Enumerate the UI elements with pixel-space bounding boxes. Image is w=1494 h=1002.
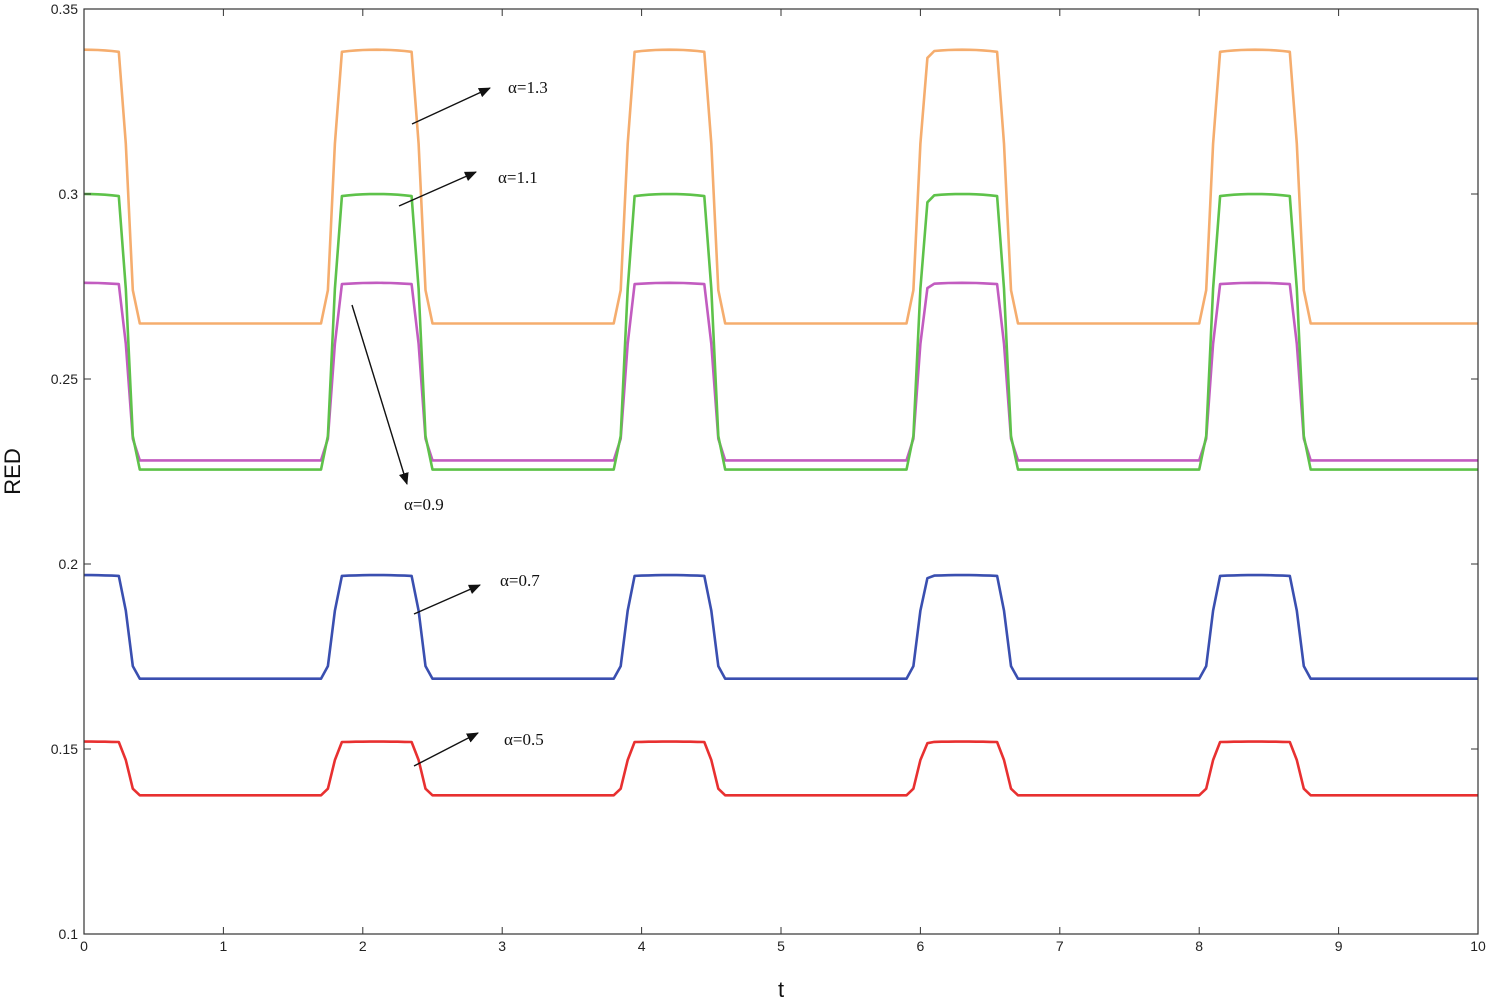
series-line-3 [83, 192, 1478, 471]
x-tick-label: 9 [1335, 938, 1343, 954]
x-tick-label: 7 [1056, 938, 1064, 954]
annotation-arrow [398, 171, 477, 207]
series-line-2 [83, 281, 1478, 462]
x-tick-label: 0 [80, 938, 88, 954]
annotation-arrow [413, 584, 481, 615]
series-label: α=1.1 [498, 168, 538, 187]
x-tick-label: 10 [1470, 938, 1486, 954]
x-tick-label: 8 [1195, 938, 1203, 954]
y-tick-label: 0.35 [51, 1, 78, 17]
x-axis-title: t [778, 977, 784, 1002]
x-tick-label: 3 [498, 938, 506, 954]
series-label: α=0.7 [500, 571, 540, 590]
annotation-arrow [411, 87, 491, 125]
series-line-1 [84, 573, 1478, 681]
y-tick-label: 0.25 [51, 371, 78, 387]
x-tick-label: 6 [917, 938, 925, 954]
y-tick-label: 0.15 [51, 741, 78, 757]
series-layer [83, 48, 1478, 797]
annotation-arrow [351, 304, 409, 485]
annotation-arrow [413, 732, 479, 767]
series-line-4 [83, 48, 1478, 325]
y-tick-label: 0.2 [59, 556, 79, 572]
series-label: α=0.5 [504, 730, 544, 749]
x-tick-label: 5 [777, 938, 785, 954]
axes-layer: 0 1 2 3 4 5 6 7 8 9 10 0.1 0.15 0.2 0.25 0.3 0.35 [51, 1, 1486, 954]
x-tick-label: 1 [220, 938, 228, 954]
y-tick-label: 0.1 [59, 926, 79, 942]
x-tick-label: 2 [359, 938, 367, 954]
annotation-layer: α=0.5 α=0.7 α=0.9 α=1.1 α=1.3 [351, 78, 548, 767]
y-axis-title: RED [0, 448, 25, 494]
series-label: α=0.9 [404, 495, 444, 514]
y-tick-label: 0.3 [59, 186, 79, 202]
x-tick-label: 4 [638, 938, 646, 954]
series-line-0 [84, 740, 1478, 797]
series-label: α=1.3 [508, 78, 548, 97]
